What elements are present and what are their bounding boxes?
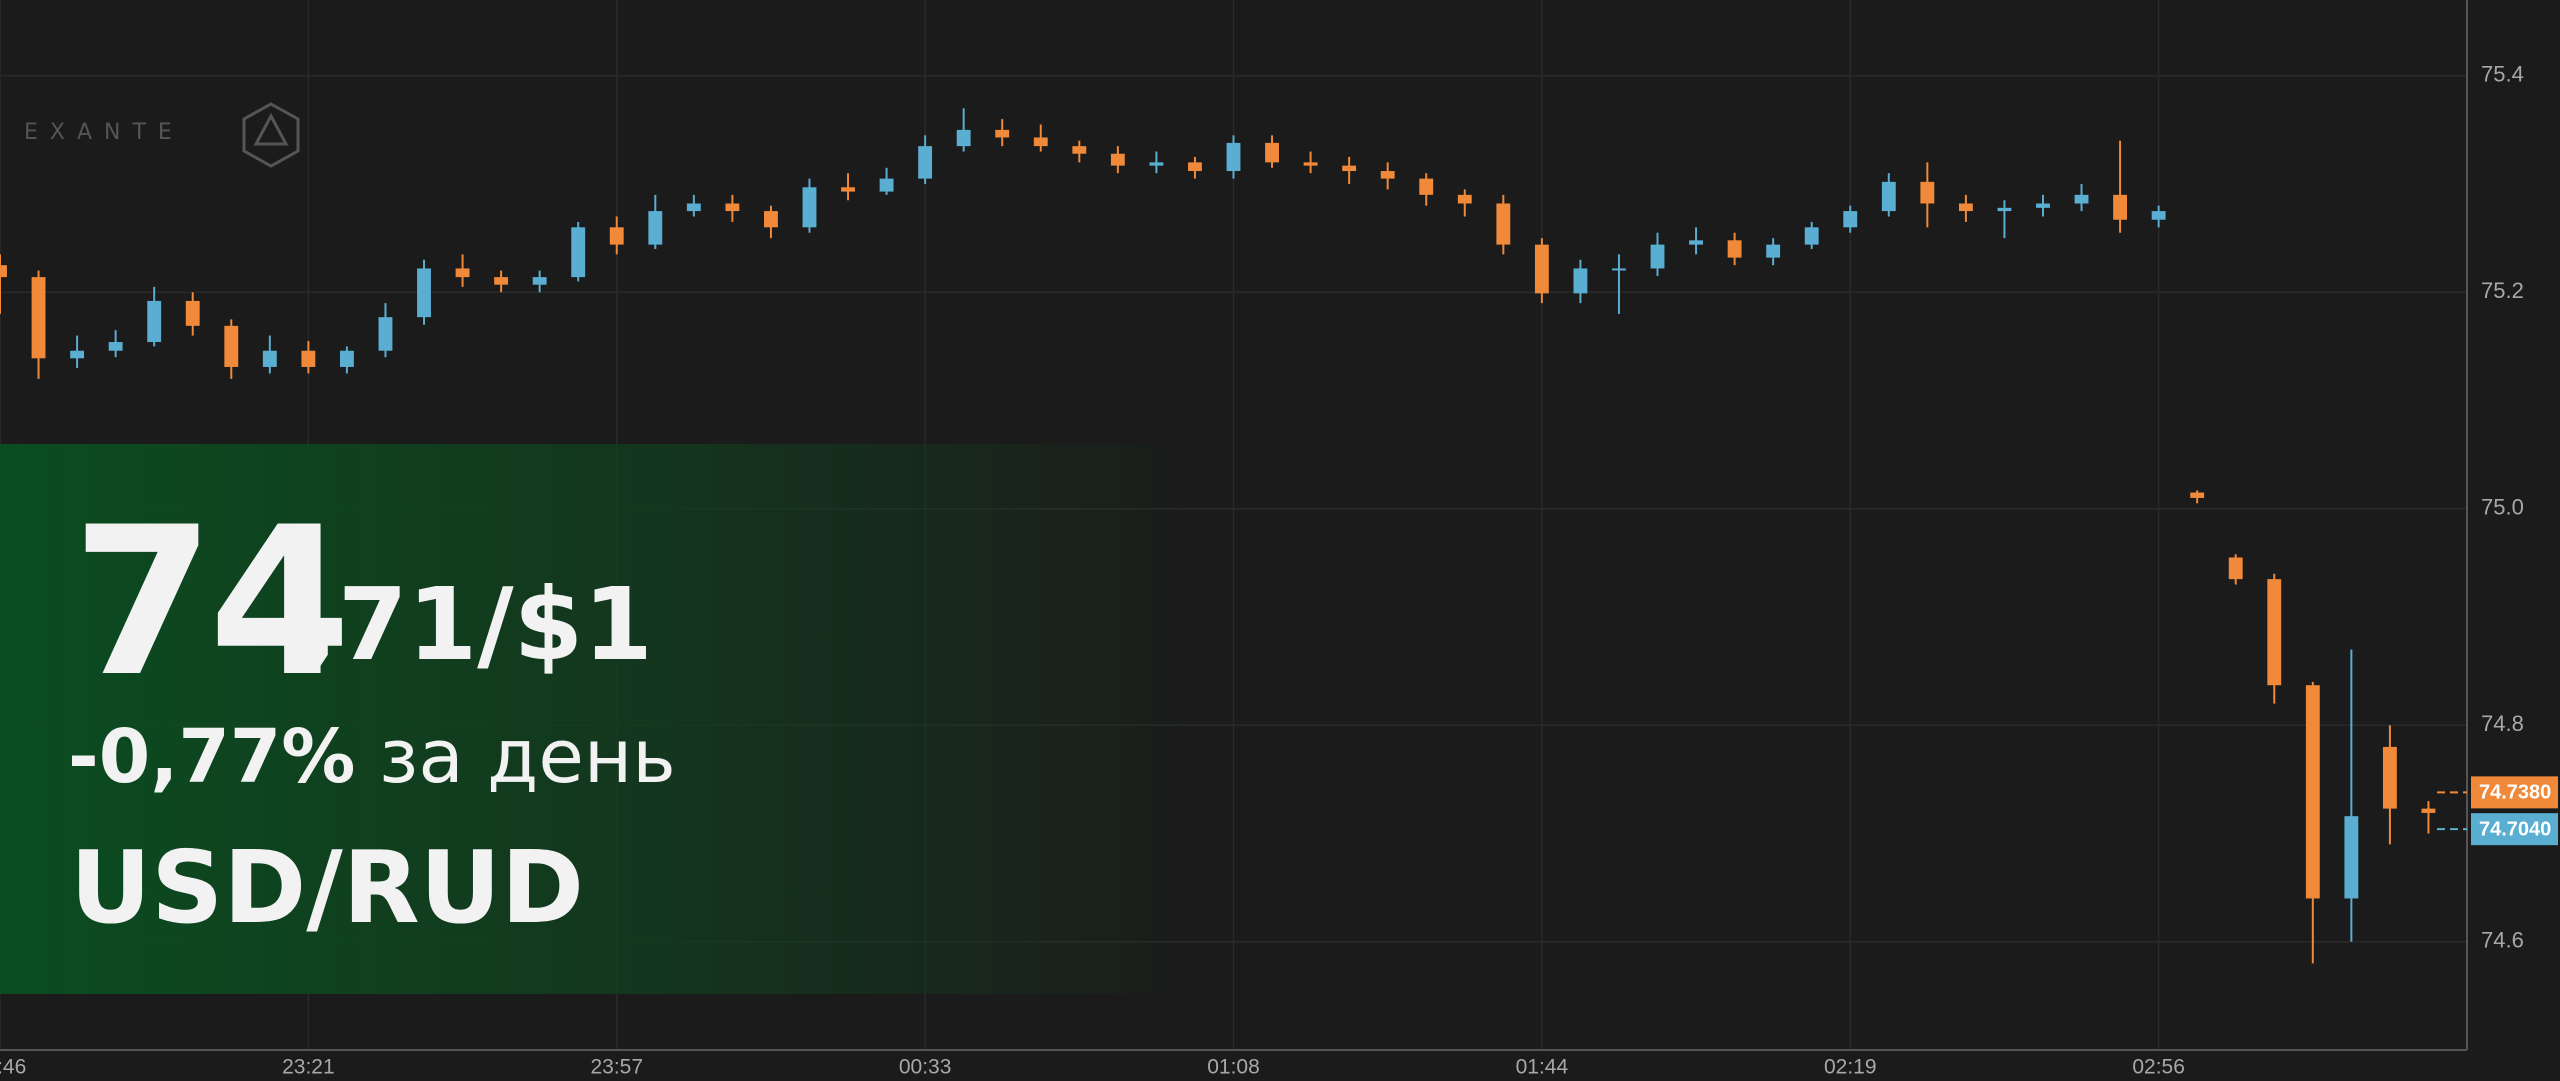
candle-body — [1766, 244, 1781, 258]
watermark-logo — [242, 102, 300, 168]
price-tag — [2471, 813, 2558, 846]
candle-body — [1727, 240, 1742, 258]
pair: USD/RUD — [70, 829, 584, 946]
candle-body — [2267, 579, 2282, 686]
x-tick-label: 02:56 — [2132, 1056, 2185, 1079]
candle-body — [108, 342, 123, 351]
watermark: EXANTE — [24, 120, 184, 145]
x-tick-label: 01:08 — [1207, 1056, 1260, 1079]
candle-body — [2074, 194, 2089, 204]
candle-body — [2190, 492, 2205, 498]
candle-body — [1419, 178, 1434, 195]
candle-body — [1573, 268, 1588, 294]
candle-body — [2305, 685, 2320, 899]
candle-body — [2228, 557, 2243, 580]
x-tick-label: 02:19 — [1824, 1056, 1877, 1079]
candle-body — [841, 187, 855, 192]
candle-body — [2151, 211, 2166, 220]
candle-body — [763, 211, 778, 228]
candle-body — [262, 350, 277, 367]
candle-body — [1612, 268, 1626, 271]
candle-body — [1804, 227, 1819, 245]
candle-body — [725, 203, 740, 212]
candle-body — [1958, 203, 1973, 212]
price-tag-label: 74.7380 — [2479, 782, 2551, 804]
candle-body — [1033, 137, 1048, 147]
candle-body — [1226, 142, 1241, 172]
overlay-panel: 74 ,71/$1 -0,77% за день USD/RUD — [0, 444, 1210, 994]
candle-body — [1650, 244, 1665, 269]
y-tick-label: 74.6 — [2481, 928, 2524, 953]
candle-body — [1265, 142, 1279, 163]
x-tick-label: 23:57 — [590, 1056, 643, 1079]
candle-body — [1920, 181, 1935, 204]
candle-body — [532, 277, 547, 285]
candle-body — [1149, 162, 1164, 166]
x-tick-label: 22:46 — [0, 1056, 26, 1079]
candle-body — [301, 350, 316, 367]
candle-body — [1534, 244, 1549, 294]
candle-body — [147, 300, 162, 343]
candle-body — [378, 317, 393, 351]
candle-body — [1457, 194, 1472, 204]
y-tick-label: 75.2 — [2481, 278, 2524, 303]
candle-body — [455, 268, 470, 278]
candle-body — [2344, 816, 2359, 899]
candle-body — [1843, 211, 1858, 228]
candle-body — [1380, 171, 1395, 179]
candle-body — [2382, 746, 2397, 809]
candle-body — [571, 227, 586, 278]
x-tick-label: 00:33 — [899, 1056, 952, 1079]
candle-body — [1110, 153, 1125, 166]
candle-body — [1881, 181, 1896, 212]
candle-body — [339, 350, 354, 367]
candle-body — [0, 265, 7, 278]
candle-body — [417, 268, 431, 318]
candle-body — [956, 129, 971, 147]
candle-body — [686, 203, 701, 212]
candle-body — [2036, 203, 2050, 208]
x-tick-label: 01:44 — [1516, 1056, 1569, 1079]
change-suffix: за день — [378, 714, 676, 800]
candle-body — [185, 300, 200, 326]
candle-body — [1188, 162, 1202, 172]
price-tag-label: 74.7040 — [2479, 818, 2551, 840]
candle-body — [1689, 240, 1704, 245]
candle-body — [1342, 165, 1357, 172]
candle-body — [1997, 207, 2012, 212]
y-tick-label: 74.8 — [2481, 711, 2524, 736]
candle-body — [918, 146, 933, 179]
candle-body — [494, 277, 509, 285]
candle-body — [1496, 203, 1511, 245]
candle-body — [879, 178, 894, 192]
change: -0,77% — [68, 714, 356, 800]
candle-body — [1072, 146, 1087, 154]
x-tick-label: 23:21 — [282, 1056, 335, 1079]
y-tick-label: 75.0 — [2481, 495, 2524, 520]
price-integer: 74 — [72, 484, 351, 722]
candle-body — [224, 325, 239, 367]
candle-body — [995, 129, 1010, 138]
candle-body — [609, 227, 624, 245]
y-tick-label: 75.4 — [2481, 62, 2524, 87]
candle-body — [70, 350, 85, 359]
candle-body — [31, 277, 46, 359]
candle-body — [1303, 162, 1318, 166]
price-tag — [2471, 776, 2558, 809]
candle-body — [802, 187, 817, 228]
candle-body — [2113, 194, 2128, 220]
candle-body — [2421, 808, 2436, 813]
price-fraction: ,71/$1 — [300, 566, 653, 683]
candle-body — [648, 211, 663, 245]
